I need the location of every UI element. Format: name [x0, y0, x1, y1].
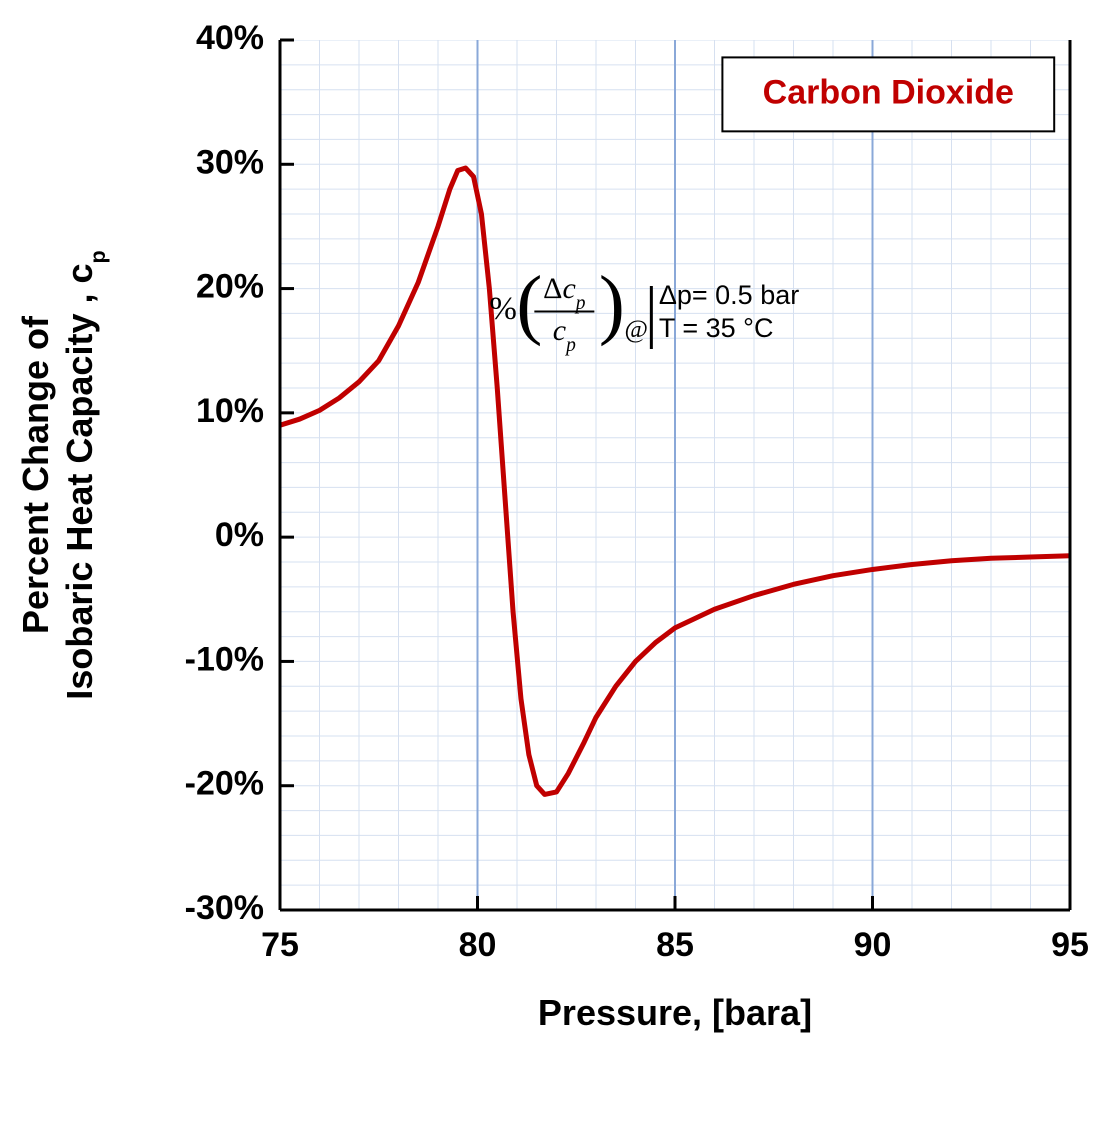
xtick-label: 90 — [854, 926, 892, 964]
y-axis-label: Percent Change ofIsobaric Heat Capacity … — [15, 250, 110, 699]
chart-svg: Carbon Dioxide%()Δcpcp@Δp= 0.5 barT = 35… — [0, 0, 1114, 1130]
chart-container: Carbon Dioxide%()Δcpcp@Δp= 0.5 barT = 35… — [0, 0, 1114, 1130]
ytick-label: -10% — [185, 640, 264, 678]
x-axis-label: Pressure, [bara] — [538, 992, 812, 1033]
ytick-label: 0% — [215, 516, 264, 554]
xtick-label: 85 — [656, 926, 694, 964]
chart-title: Carbon Dioxide — [763, 73, 1014, 111]
ytick-label: -20% — [185, 765, 264, 803]
annotation-cond2: T = 35 °C — [659, 313, 774, 343]
ytick-label: 30% — [196, 143, 264, 181]
annotation-cond1: Δp= 0.5 bar — [659, 280, 799, 310]
annotation-lparen: ( — [516, 259, 542, 346]
ytick-label: 10% — [196, 392, 264, 430]
xtick-label: 80 — [459, 926, 497, 964]
annotation-rparen: ) — [599, 259, 625, 346]
ytick-label: 20% — [196, 268, 264, 306]
xtick-label: 95 — [1051, 926, 1089, 964]
ytick-label: -30% — [185, 889, 264, 927]
annotation-at: @ — [624, 314, 647, 343]
xtick-label: 75 — [261, 926, 299, 964]
ytick-label: 40% — [196, 19, 264, 57]
svg-text:Percent Change of: Percent Change of — [15, 315, 56, 634]
annotation-percent: % — [489, 291, 516, 327]
